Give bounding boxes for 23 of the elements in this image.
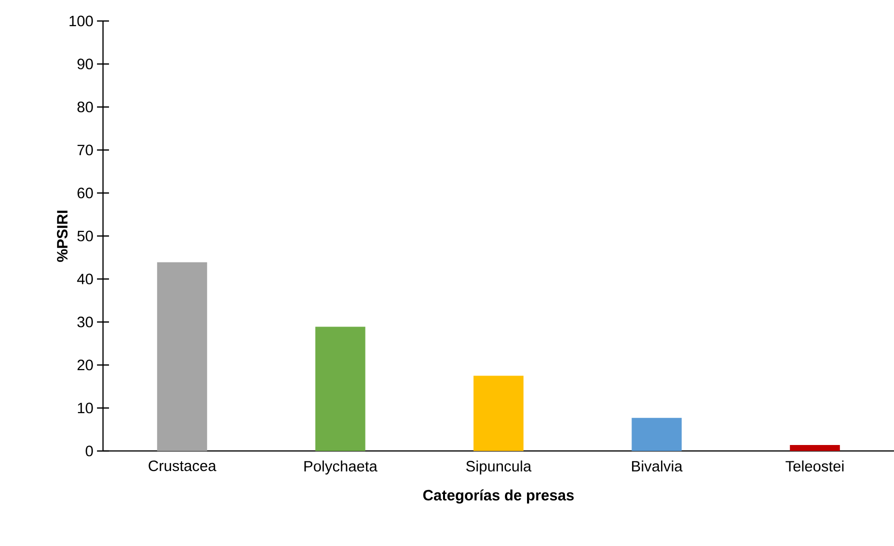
y-tick-label: 0 <box>86 446 93 456</box>
bar <box>157 262 208 451</box>
y-tick-label: 20 <box>78 360 93 370</box>
x-tick-label: Bivalvia <box>632 460 683 472</box>
x-tick-label: Sipuncula <box>466 460 532 474</box>
bar <box>790 444 840 451</box>
bar <box>474 376 524 451</box>
y-tick-label: 30 <box>77 316 93 328</box>
y-tick-label: 60 <box>78 188 93 198</box>
y-tick-label: 70 <box>78 144 93 156</box>
bar <box>315 326 366 451</box>
y-tick-label: 40 <box>77 274 93 284</box>
x-tick-label: Polychaeta <box>304 460 378 474</box>
x-axis-title: Categorías de presas <box>423 489 574 504</box>
x-tick-label: Teleostei <box>786 460 844 472</box>
bar <box>632 418 682 451</box>
y-tick-label: 100 <box>70 16 93 26</box>
y-tick-label: 90 <box>78 58 93 70</box>
x-tick-label: Crustacea <box>148 460 216 472</box>
y-axis-title: %PSIRI <box>56 210 68 262</box>
y-tick-label: 80 <box>77 102 93 112</box>
y-tick-label: 50 <box>77 230 93 242</box>
y-tick-label: 10 <box>78 402 93 414</box>
